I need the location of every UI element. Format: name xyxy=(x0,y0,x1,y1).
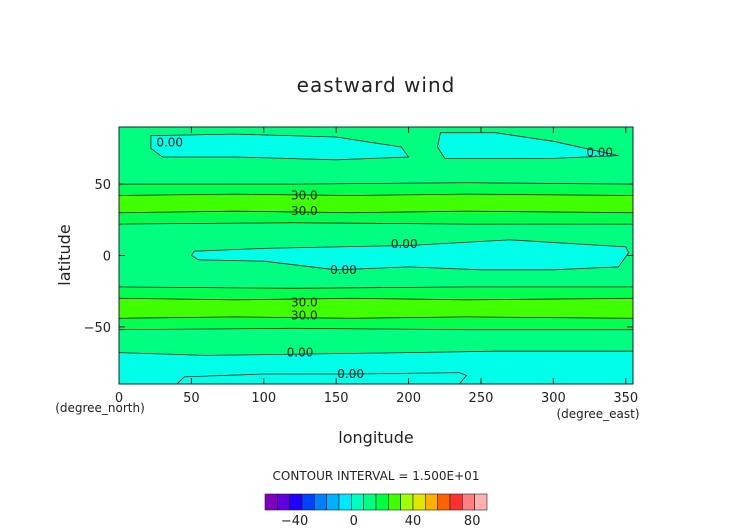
colorbar-swatch xyxy=(449,493,463,511)
region-north-east xyxy=(437,132,619,159)
region-north-west xyxy=(150,134,409,160)
chart-title: eastward wind xyxy=(297,73,456,97)
x-tick-label: 0 xyxy=(115,391,123,406)
contour-lines xyxy=(119,132,633,384)
colorbar-swatch xyxy=(264,493,278,511)
y-tick-label: 0 xyxy=(103,250,111,265)
contour-equator-zero xyxy=(190,239,630,271)
colorbar-tick-label: −40 xyxy=(281,514,308,529)
contour-south-zero xyxy=(119,350,633,356)
colorbar-tick-label: 0 xyxy=(350,514,358,529)
x-tick-label: 100 xyxy=(251,391,276,406)
colorbar xyxy=(264,493,488,511)
band-north-core xyxy=(119,195,633,213)
contour-south-15-lower xyxy=(119,327,633,331)
contour-interval-text: CONTOUR INTERVAL = 1.500E+01 xyxy=(273,469,480,483)
contour-label: 30.0 xyxy=(291,204,318,218)
contour-label: 0.00 xyxy=(287,346,314,360)
y-tick-label: −50 xyxy=(84,321,111,336)
contour-north-west-zero xyxy=(150,133,410,161)
colorbar-swatch xyxy=(412,493,426,511)
contour-north-15-upper xyxy=(119,182,633,185)
contour-label: 0.00 xyxy=(337,367,364,381)
x-tick-label: 300 xyxy=(541,391,566,406)
x-axis-ticks: 0 50 100 150 200 250 300 350 xyxy=(115,127,638,406)
contour-label: 30.0 xyxy=(291,296,318,310)
colorbar-swatch xyxy=(289,493,303,511)
colorbar-swatch xyxy=(461,493,475,511)
y-unit-label: (degree_north) xyxy=(55,401,145,415)
colorbar-tick-label: 40 xyxy=(405,514,422,529)
x-axis-label: longitude xyxy=(338,428,413,447)
colorbar-swatch xyxy=(400,493,414,511)
colorbar-swatch xyxy=(474,493,488,511)
x-tick-label: 350 xyxy=(613,391,638,406)
region-south-lower xyxy=(176,372,467,384)
colorbar-swatch xyxy=(350,493,364,511)
x-tick-label: 150 xyxy=(324,391,349,406)
contour-label: 0.00 xyxy=(330,263,357,277)
plot-area xyxy=(119,127,633,384)
contour-label: 0.00 xyxy=(391,237,418,251)
colorbar-swatch xyxy=(326,493,340,511)
contour-north-east-zero xyxy=(437,132,619,159)
contour-label: 30.0 xyxy=(291,189,318,203)
contour-south-lower-zero xyxy=(176,372,468,384)
contour-label: 30.0 xyxy=(291,308,318,322)
region-equator xyxy=(191,239,629,270)
colorbar-tick-labels: −40 0 40 80 xyxy=(281,514,481,529)
x-tick-label: 200 xyxy=(396,391,421,406)
colorbar-swatch xyxy=(301,493,315,511)
colorbar-swatch xyxy=(363,493,377,511)
y-tick-label: 50 xyxy=(94,178,111,193)
colorbar-swatch xyxy=(313,493,327,511)
colorbar-tick-label: 80 xyxy=(464,514,481,529)
contour-north-30-lower xyxy=(119,210,633,214)
contour-north-15-lower xyxy=(119,222,633,225)
band-south-core xyxy=(119,298,633,319)
contour-label: 0.00 xyxy=(156,136,183,150)
colorbar-swatch xyxy=(387,493,401,511)
colorbar-swatch xyxy=(424,493,438,511)
y-axis-ticks: −50 0 50 xyxy=(84,178,633,336)
x-unit-label: (degree_east) xyxy=(556,407,639,421)
contour-north-30-upper xyxy=(119,193,633,196)
x-tick-label: 250 xyxy=(469,391,494,406)
contour-label: 0.00 xyxy=(586,146,613,160)
colorbar-swatch xyxy=(276,493,290,511)
x-tick-label: 50 xyxy=(183,391,200,406)
colorbar-swatch xyxy=(375,493,389,511)
colorbar-swatch xyxy=(338,493,352,511)
contour-south-15-upper xyxy=(119,286,633,289)
y-axis-label: latitude xyxy=(55,224,74,285)
low-wind-regions xyxy=(119,132,633,384)
contour-south-30-upper xyxy=(119,297,633,301)
contour-south-30-lower xyxy=(119,316,633,319)
colorbar-swatch xyxy=(437,493,451,511)
